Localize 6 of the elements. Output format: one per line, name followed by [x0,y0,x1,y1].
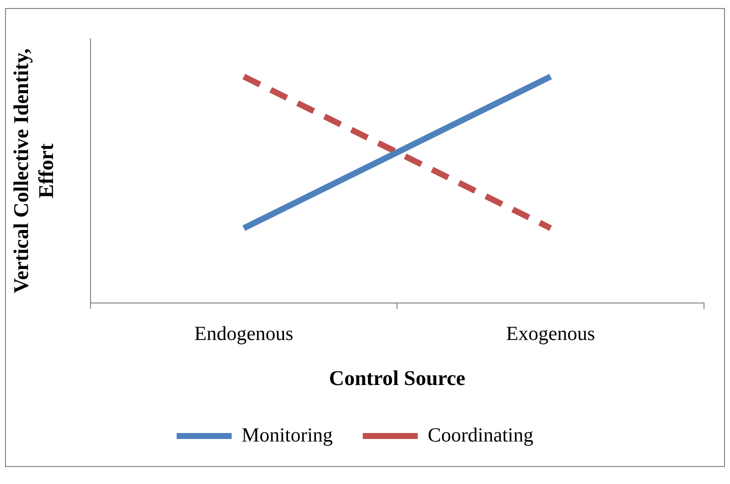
y-axis-title: Vertical Collective Identity, Effort [9,48,58,294]
legend-label: Monitoring [242,424,333,446]
x-tick-label: Endogenous [194,323,294,346]
x-tick-label: Exogenous [506,323,596,346]
x-axis-title: Control Source [329,366,466,390]
legend-label: Coordinating [428,424,534,446]
